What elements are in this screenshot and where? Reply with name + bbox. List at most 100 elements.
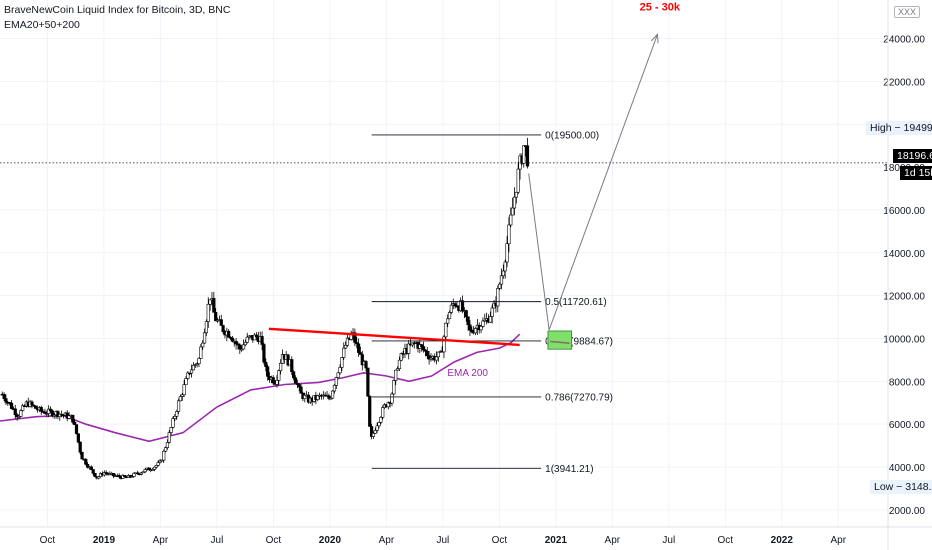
candle-body	[254, 334, 259, 338]
candle-body	[230, 337, 234, 342]
candle-body	[455, 305, 459, 308]
candle-body	[13, 408, 17, 416]
candle-body	[407, 343, 411, 354]
candle-body	[165, 442, 170, 448]
candle-body	[447, 312, 452, 320]
candle-body	[175, 411, 179, 417]
candle-body	[373, 430, 377, 434]
candle-body	[91, 469, 95, 474]
candle-body	[496, 288, 500, 307]
candle-body	[47, 408, 51, 414]
candle-body	[104, 472, 108, 474]
bar-countdown-tag: 1d 15h	[900, 166, 932, 180]
candle-body	[262, 344, 266, 363]
candle-body	[460, 300, 465, 312]
candle-body	[375, 425, 379, 431]
candle-body	[516, 168, 520, 193]
candle-body	[117, 475, 121, 478]
candle-body	[327, 395, 331, 399]
candle-body	[358, 352, 363, 355]
x-tick-label: 2019	[93, 535, 116, 546]
candle-body	[186, 372, 190, 379]
candle-body	[2, 393, 6, 399]
x-tick-label: 2021	[545, 535, 568, 546]
y-tick-label: 14000.00	[883, 249, 925, 260]
candle-body	[152, 466, 157, 470]
candle-body	[499, 275, 504, 285]
time-axis[interactable]: Oct 2019 Apr Jul Oct 2020 Apr Jul Oct 2021 Apr Jul O…	[0, 526, 932, 546]
candle-body	[154, 465, 158, 468]
candle-body	[260, 336, 264, 345]
candle-body	[421, 346, 426, 351]
candle-body	[84, 459, 88, 465]
low-price-tag: Low − 3148.33	[870, 480, 932, 494]
fib-level-label: 0.618(9884.67)	[545, 336, 613, 347]
candle-body	[425, 350, 429, 356]
candle-body	[30, 401, 34, 406]
fib-level-label: 1(3941.21)	[545, 464, 593, 475]
candle-body	[509, 214, 513, 226]
candle-body	[379, 416, 383, 423]
candle-body	[381, 407, 385, 418]
candle-body	[171, 418, 175, 428]
candle-body	[453, 303, 457, 307]
candle-body	[112, 473, 116, 477]
candle-body	[349, 334, 353, 340]
y-tick-label: 24000.00	[883, 35, 925, 46]
candle-body	[442, 336, 446, 353]
candle-body	[366, 367, 370, 397]
candle-body	[214, 312, 218, 322]
candle-body	[271, 377, 275, 384]
candle-body	[160, 459, 164, 462]
candle-body	[483, 319, 487, 322]
candle-body	[292, 371, 296, 379]
y-tick-label: 6000.00	[889, 420, 926, 431]
candle-body	[512, 196, 517, 209]
candle-body	[464, 310, 468, 318]
candle-body	[128, 474, 132, 477]
candle-body	[360, 354, 364, 366]
candle-body	[468, 324, 472, 331]
projection-arrowhead	[651, 33, 659, 44]
candle-body	[76, 433, 80, 443]
resistance-trendline	[268, 327, 520, 347]
candle-body	[505, 243, 509, 263]
buy-zone-midline	[550, 340, 570, 344]
fib-level-label: 0.5(11720.61)	[545, 297, 607, 308]
candle-body	[356, 343, 361, 353]
chart-grid	[0, 0, 888, 527]
candle-body	[176, 400, 181, 412]
candle-body	[34, 405, 38, 409]
candle-body	[74, 424, 79, 434]
candle-body	[80, 451, 84, 460]
candle-body	[201, 342, 205, 348]
candle-body	[336, 372, 340, 378]
candle-body	[212, 298, 216, 313]
candle-body	[293, 377, 298, 384]
candle-body	[266, 366, 270, 377]
candle-body	[178, 396, 183, 402]
candle-body	[52, 414, 56, 417]
candle-body	[45, 413, 49, 415]
price-axis[interactable]: 2000.00 4000.00 6000.00 8000.00 10000.00 1200…	[883, 0, 925, 550]
candle-body	[73, 421, 77, 425]
candle-body	[202, 332, 207, 344]
candle-body	[490, 307, 494, 317]
x-tick-label: Apr	[831, 535, 847, 546]
indicator-legend[interactable]: EMA20+50+200	[4, 19, 80, 31]
candle-body	[130, 476, 134, 478]
candle-body	[277, 370, 281, 381]
candle-body	[466, 316, 470, 326]
candle-body	[67, 415, 71, 419]
candle-body	[343, 344, 348, 349]
candle-body	[342, 347, 346, 358]
candle-body	[97, 476, 101, 479]
candle-body	[423, 349, 428, 352]
candle-body	[303, 394, 307, 399]
projection-path	[528, 34, 658, 331]
candle-body	[234, 341, 238, 345]
currency-button[interactable]: XXX	[893, 6, 920, 18]
candle-body	[241, 344, 246, 350]
ema200-line	[0, 333, 521, 443]
